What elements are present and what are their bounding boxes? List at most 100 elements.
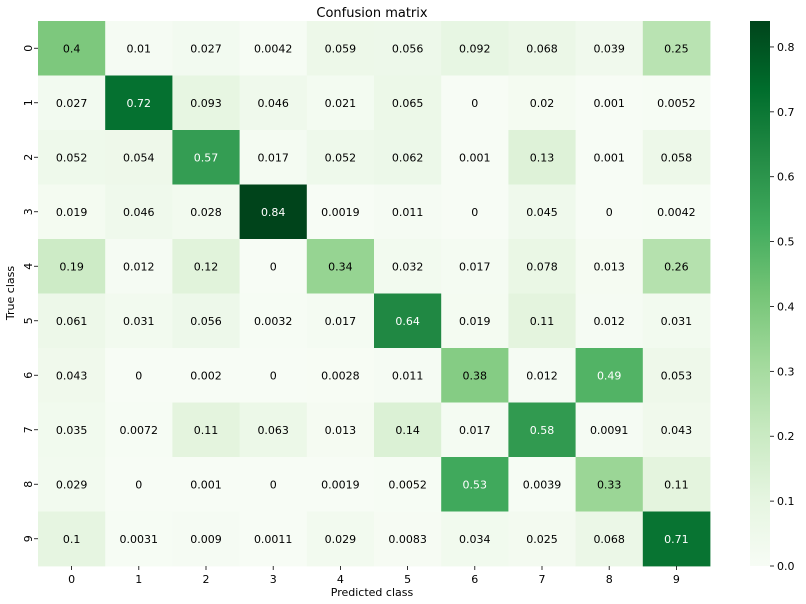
- cell-value-label: 0.058: [661, 151, 693, 164]
- cell-value-label: 0.25: [664, 42, 689, 55]
- y-tick-label: 1: [22, 99, 35, 106]
- cell-value-label: 0.0083: [388, 533, 427, 546]
- cell-value-label: 0.19: [59, 260, 84, 273]
- cell-value-label: 0.029: [325, 533, 357, 546]
- cell-value-label: 0.025: [526, 533, 558, 546]
- heatmap-cell: [172, 511, 240, 567]
- heatmap-cell: [642, 21, 711, 76]
- heatmap-cell: [172, 293, 240, 349]
- cell-value-label: 0.0019: [321, 206, 360, 219]
- colorbar-tick-label: 0.5: [777, 236, 795, 249]
- cell-value-label: 0.019: [459, 315, 491, 328]
- cell-value-label: 0.02: [530, 97, 555, 110]
- heatmap-cell: [306, 75, 375, 131]
- cell-value-label: 0.061: [56, 315, 88, 328]
- y-tick-label: 0: [22, 45, 35, 52]
- cell-value-label: 0.0031: [120, 533, 159, 546]
- cell-value-label: 0.71: [664, 533, 689, 546]
- heatmap-cell: [642, 511, 711, 567]
- heatmap-cell: [172, 75, 240, 131]
- cell-value-label: 0.028: [190, 206, 222, 219]
- heatmap-cell: [642, 130, 711, 185]
- heatmap-cell: [642, 75, 711, 131]
- x-tick-label: 1: [135, 573, 142, 586]
- heatmap-cell: [642, 402, 711, 458]
- heatmap-cell: [441, 75, 509, 131]
- heatmap-cell: [172, 239, 240, 294]
- colorbar-tick-label: 0.1: [777, 495, 795, 508]
- cell-value-label: 0: [135, 478, 142, 491]
- heatmap-cell: [575, 402, 644, 458]
- heatmap-cell: [306, 457, 375, 512]
- cell-value-label: 0.64: [395, 315, 420, 328]
- heatmap-cell: [374, 511, 442, 567]
- heatmap-cell: [105, 348, 173, 403]
- cell-value-label: 0.0052: [388, 478, 427, 491]
- cell-value-label: 0.093: [190, 97, 222, 110]
- cell-value-label: 0.0042: [657, 206, 696, 219]
- heatmap-cell: [374, 402, 442, 458]
- heatmap-cell: [239, 75, 308, 131]
- heatmap-cell: [105, 511, 173, 567]
- cell-value-label: 0.01: [127, 42, 152, 55]
- heatmap-cell: [306, 402, 375, 458]
- cell-value-label: 0.059: [325, 42, 357, 55]
- cell-value-label: 0: [135, 369, 142, 382]
- cell-value-label: 0.0039: [523, 478, 562, 491]
- heatmap-cell: [441, 511, 509, 567]
- colorbar: [750, 21, 770, 566]
- heatmap-cell: [172, 402, 240, 458]
- heatmap-cell: [575, 348, 644, 403]
- heatmap-cell: [575, 130, 644, 185]
- cell-value-label: 0.031: [123, 315, 155, 328]
- colorbar-tick-label: 0.4: [777, 300, 795, 313]
- cell-value-label: 0.012: [123, 260, 155, 273]
- heatmap-cell: [575, 511, 644, 567]
- cell-value-label: 0.052: [56, 151, 88, 164]
- cell-value-label: 0.068: [526, 42, 558, 55]
- cell-value-label: 0.027: [190, 42, 222, 55]
- x-tick-label: 8: [606, 573, 613, 586]
- heatmap-cell: [172, 457, 240, 512]
- cell-value-label: 0.84: [261, 206, 286, 219]
- cell-value-label: 0: [270, 478, 277, 491]
- heatmap-cell: [508, 511, 576, 567]
- cell-value-label: 0.029: [56, 478, 88, 491]
- cell-value-label: 0: [471, 206, 478, 219]
- cell-value-label: 0.0072: [120, 424, 159, 437]
- cell-value-label: 0.046: [123, 206, 155, 219]
- heatmap-cell: [306, 348, 375, 403]
- heatmap-cell: [239, 293, 308, 349]
- heatmap-cell: [508, 457, 576, 512]
- heatmap-cell: [642, 184, 711, 240]
- heatmap-cell-labels: 0.4 0.01 0.027 0.0042 0.059 0.056 0.092 0.068 0.…: [56, 42, 696, 546]
- y-tick-label: 6: [22, 372, 35, 379]
- cell-value-label: 0.001: [459, 151, 491, 164]
- heatmap-cell: [374, 239, 442, 294]
- cell-value-label: 0.052: [325, 151, 357, 164]
- heatmap-cell: [306, 239, 375, 294]
- heatmap-cell: [374, 293, 442, 349]
- heatmap-cell: [239, 130, 308, 185]
- cell-value-label: 0.11: [664, 478, 689, 491]
- cell-value-label: 0.011: [392, 369, 424, 382]
- heatmap-cell: [239, 239, 308, 294]
- heatmap-cell: [575, 21, 644, 76]
- heatmap-cell: [239, 21, 308, 76]
- heatmap-cell: [374, 130, 442, 185]
- x-axis-ticks: 0 1 2 3 4 5 6 7 8 9: [68, 566, 680, 586]
- heatmap-cell: [508, 130, 576, 185]
- cell-value-label: 0.72: [127, 97, 152, 110]
- cell-value-label: 0.11: [530, 315, 555, 328]
- heatmap-cell: [575, 457, 644, 512]
- heatmap-cell: [38, 239, 106, 294]
- cell-value-label: 0.062: [392, 151, 424, 164]
- cell-value-label: 0.34: [328, 260, 353, 273]
- cell-value-label: 0.11: [194, 424, 219, 437]
- heatmap-cell: [441, 239, 509, 294]
- cell-value-label: 0.0011: [254, 533, 293, 546]
- cell-value-label: 0.49: [597, 369, 622, 382]
- cell-value-label: 0: [471, 97, 478, 110]
- cell-value-label: 0.4: [63, 42, 81, 55]
